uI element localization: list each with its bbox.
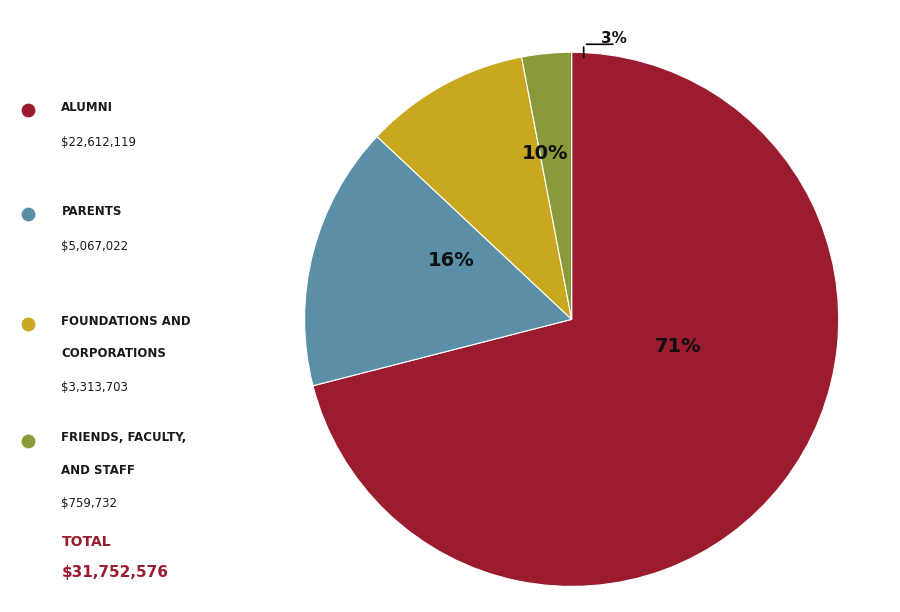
Point: [21, 319, 35, 329]
Text: FOUNDATIONS AND: FOUNDATIONS AND: [61, 315, 191, 328]
Text: CORPORATIONS: CORPORATIONS: [61, 347, 166, 360]
Wedge shape: [377, 57, 572, 319]
Point: [21, 209, 35, 219]
Wedge shape: [304, 136, 572, 386]
Text: $3,313,703: $3,313,703: [61, 381, 129, 394]
Text: 10%: 10%: [522, 144, 568, 163]
Text: AND STAFF: AND STAFF: [61, 463, 135, 477]
Text: $22,612,119: $22,612,119: [61, 136, 137, 149]
Text: PARENTS: PARENTS: [61, 204, 122, 218]
Text: TOTAL: TOTAL: [61, 535, 111, 548]
Text: 16%: 16%: [428, 251, 475, 270]
Text: FRIENDS, FACULTY,: FRIENDS, FACULTY,: [61, 431, 186, 444]
Text: $5,067,022: $5,067,022: [61, 240, 129, 253]
Text: $759,732: $759,732: [61, 498, 117, 510]
Text: 3%: 3%: [601, 31, 627, 47]
Point: [21, 105, 35, 115]
Text: 71%: 71%: [655, 337, 702, 356]
Point: [21, 436, 35, 446]
Text: $31,752,576: $31,752,576: [61, 565, 168, 580]
Wedge shape: [313, 52, 839, 586]
Text: ALUMNI: ALUMNI: [61, 100, 113, 114]
Wedge shape: [522, 52, 572, 319]
